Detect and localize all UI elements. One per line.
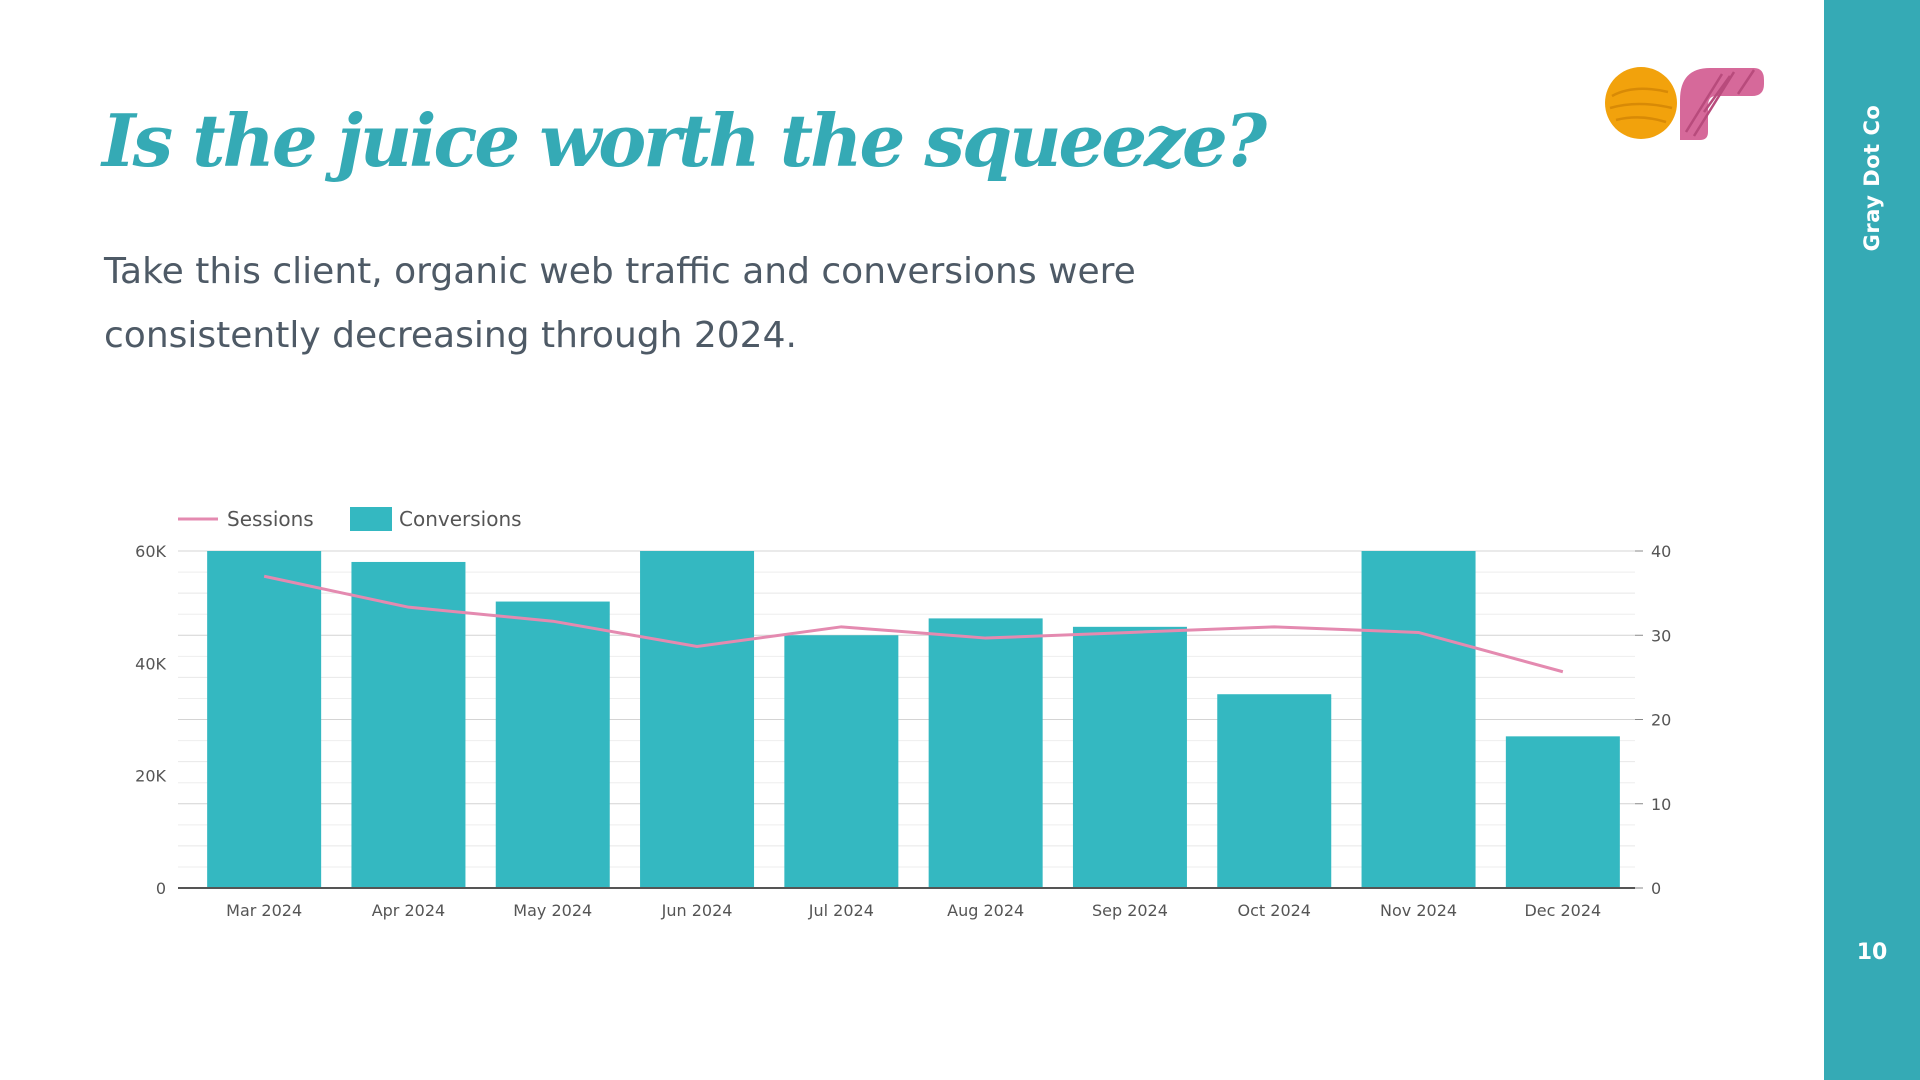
conversion-bar [1072,626,1187,888]
sessions-conversions-chart: Sessions Conversions 0 20K 40K 60K 0 10 20 30 4… [135,507,1671,920]
sidebar-band [1824,0,1920,1080]
right-axis-tick-label: 30 [1651,626,1671,645]
x-axis-tick-label: Aug 2024 [947,901,1024,920]
conversion-bar [495,601,610,888]
x-axis-tick-label: Apr 2024 [372,901,445,920]
x-axis-tick-label: Jul 2024 [808,901,874,920]
conversion-bar [1361,551,1476,888]
x-axis-tick-label: Jun 2024 [661,901,733,920]
conversion-bar [928,618,1043,888]
legend-sessions-label: Sessions [227,507,314,531]
x-axis-tick-label: Sep 2024 [1092,901,1168,920]
conversion-bar [1217,694,1332,888]
legend-conversions-swatch [350,507,392,531]
logo-pink-shape [1680,68,1764,140]
sessions-line [263,574,1564,674]
slide-title: Is the juice worth the squeeze? [102,98,1267,183]
right-axis-ticks: 0 10 20 30 40 [1635,542,1671,898]
brand-name: Gray Dot Co [1860,104,1884,252]
right-axis-tick-label: 20 [1651,711,1671,730]
conversion-bar [640,551,755,888]
page-number: 10 [1856,940,1888,965]
legend: Sessions Conversions [178,507,522,531]
right-axis-tick-label: 40 [1651,542,1671,561]
slide-subtitle: Take this client, organic web traffic an… [104,251,1136,356]
conversion-bar [351,561,466,888]
left-axis-tick-label: 20K [135,767,166,786]
conversion-bar [207,551,322,888]
company-logo [1605,67,1764,140]
conversion-bar [1505,736,1620,888]
left-axis-tick-label: 60K [135,542,166,561]
x-axis-tick-label: Dec 2024 [1524,901,1601,920]
x-axis-tick-label: Mar 2024 [226,901,302,920]
right-axis-tick-label: 10 [1651,795,1671,814]
conversion-bar [784,635,899,888]
left-axis-tick-label: 0 [156,879,166,898]
legend-conversions-label: Conversions [399,507,522,531]
logo-orange-texture [1609,87,1673,124]
x-axis-tick-label: Oct 2024 [1238,901,1311,920]
conversion-bars [207,551,1620,888]
left-axis-ticks: 0 20K 40K 60K [135,542,166,898]
x-axis-ticks: Mar 2024 Apr 2024 May 2024 Jun 2024 Jul 2024… [226,901,1601,920]
left-axis-tick-label: 40K [135,654,166,673]
right-axis-tick-label: 0 [1651,879,1661,898]
x-axis-tick-label: May 2024 [513,901,592,920]
x-axis-tick-label: Nov 2024 [1380,901,1457,920]
logo-pink-texture [1684,69,1756,137]
